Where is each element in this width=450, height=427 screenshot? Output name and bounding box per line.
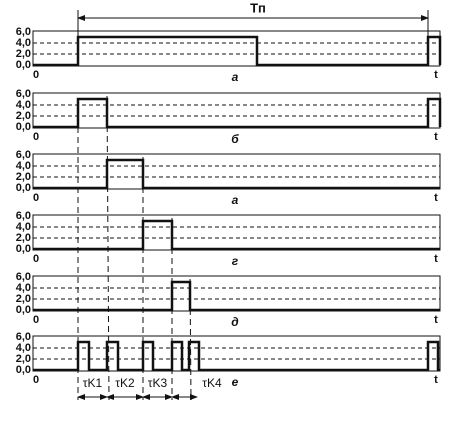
period-label: Tп [250,0,266,15]
interval-label: τK1 [83,376,103,390]
panel-frame [32,214,441,251]
y-tick-label: 2,0 [16,48,31,60]
connector [106,95,110,401]
y-tick-label: 6,0 [16,149,31,161]
y-tick-label: 2,0 [16,293,31,305]
y-tick-label: 0,0 [16,364,31,376]
panel-caption: б [231,132,239,146]
y-tick-label: 6,0 [16,210,31,222]
interval-label: τK4 [202,376,222,390]
interval-label: τK2 [115,376,135,390]
panel-frame [32,335,441,372]
y-tick-label: 0,0 [16,121,31,133]
y-tick-label: 0,0 [16,243,31,255]
origin-label: 0 [33,192,39,204]
origin-label: 0 [33,374,39,386]
signal [33,280,440,312]
y-tick-label: 2,0 [16,232,31,244]
origin-label: 0 [33,131,39,143]
signal [33,340,440,372]
y-tick-label: 2,0 [16,171,31,183]
y-tick-label: 4,0 [16,99,31,111]
panel-caption: д [231,315,238,329]
y-tick-label: 6,0 [16,26,31,38]
panel-caption: а [232,70,239,84]
y-tick-label: 4,0 [16,160,31,172]
connector [189,278,192,401]
origin-label: 0 [33,314,39,326]
signal [33,97,442,129]
y-tick-label: 2,0 [16,353,31,365]
origin-label: 0 [33,253,39,265]
y-tick-label: 6,0 [16,88,31,100]
y-tick-label: 4,0 [16,342,31,354]
y-tick-label: 0,0 [16,182,31,194]
axis-label: t [434,192,438,204]
panel-frame [32,275,441,312]
axis-label: t [434,374,438,386]
axis-label: t [434,314,438,326]
signal [33,158,440,190]
panel-caption: е [232,375,239,389]
origin-label: 0 [33,69,39,81]
panel-caption: г [232,254,239,268]
axis-label: t [434,253,438,265]
y-tick-label: 6,0 [16,271,31,283]
y-tick-label: 0,0 [16,59,31,71]
y-tick-label: 4,0 [16,282,31,294]
panel-caption: а [232,193,239,207]
axis-label: t [434,131,438,143]
y-tick-label: 0,0 [16,304,31,316]
interval-label: τK3 [148,376,168,390]
y-tick-label: 4,0 [16,37,31,49]
panel-frame [32,153,441,190]
y-tick-label: 2,0 [16,110,31,122]
axis-label: t [434,69,438,81]
signal [33,35,442,67]
signal [33,219,440,251]
y-tick-label: 6,0 [16,331,31,343]
y-tick-label: 4,0 [16,221,31,233]
